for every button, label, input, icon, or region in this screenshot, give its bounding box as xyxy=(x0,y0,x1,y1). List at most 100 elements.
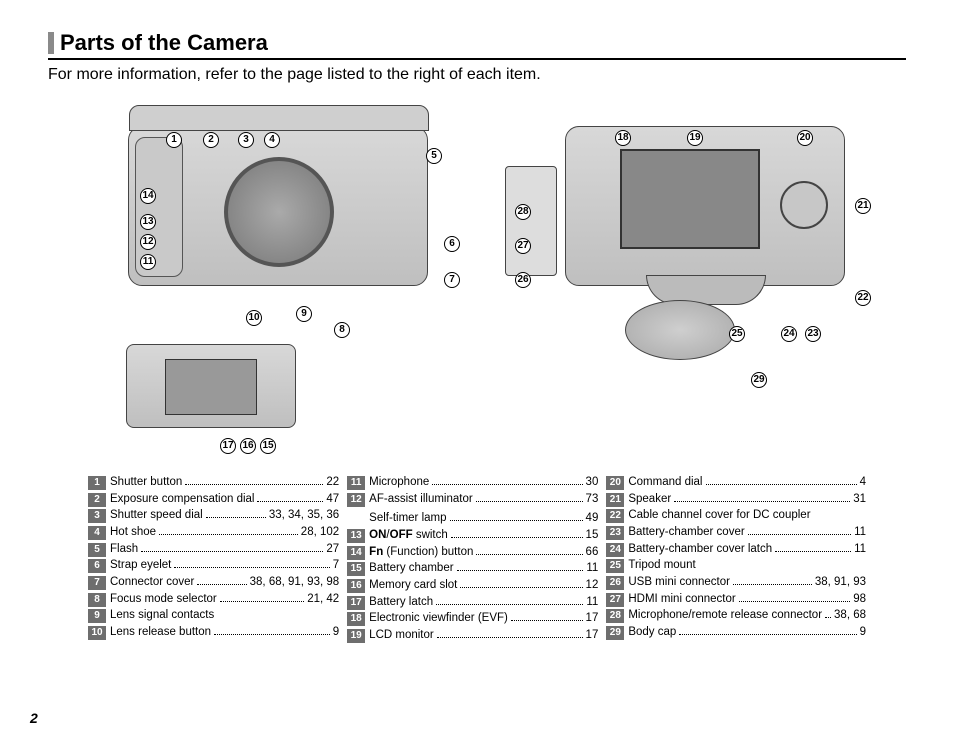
callout-29: 29 xyxy=(751,372,767,388)
callout-27: 27 xyxy=(515,238,531,254)
part-row: 29Body cap9 xyxy=(606,624,866,641)
part-page-ref: 17 xyxy=(586,627,599,644)
callout-21: 21 xyxy=(855,198,871,214)
parts-list: 1Shutter button222Exposure compensation … xyxy=(88,474,866,644)
part-number-badge: 7 xyxy=(88,576,106,590)
callout-16: 16 xyxy=(240,438,256,454)
part-row: 19 LCD monitor 17 xyxy=(347,627,598,644)
part-row: 21Speaker31 xyxy=(606,491,866,508)
part-page-ref: 4 xyxy=(860,474,866,491)
part-row: 17Battery latch11 xyxy=(347,594,598,611)
callout-19: 19 xyxy=(687,130,703,146)
part-number-badge: 20 xyxy=(606,476,624,490)
leader-dots xyxy=(159,534,298,535)
lcd-screen xyxy=(620,149,760,249)
part-label: Hot shoe xyxy=(110,524,156,541)
part-page-ref: 38, 68, 91, 93, 98 xyxy=(250,574,340,591)
part-label: Speaker xyxy=(628,491,671,508)
leader-dots xyxy=(450,520,583,521)
part-label: Command dial xyxy=(628,474,702,491)
callout-18: 18 xyxy=(615,130,631,146)
part-row: 9Lens signal contacts xyxy=(88,607,339,624)
part-number-badge: 3 xyxy=(88,509,106,523)
part-page-ref: 21, 42 xyxy=(307,591,339,608)
port-panel xyxy=(505,166,557,276)
leader-dots xyxy=(197,584,246,585)
part-page-ref: 11 xyxy=(586,560,598,577)
part-page-ref: 22 xyxy=(326,474,339,491)
camera-back-body xyxy=(565,126,845,286)
part-row: 14 Fn (Function) button 66 xyxy=(347,544,598,561)
part-row: 13ON/OFF switch15 xyxy=(347,527,598,544)
leader-dots xyxy=(257,501,323,502)
part-number-badge: 22 xyxy=(606,509,624,523)
part-number-badge: 19 xyxy=(347,629,365,643)
part-row: 18Electronic viewfinder (EVF)17 xyxy=(347,610,598,627)
part-label: Fn (Function) button xyxy=(369,544,473,561)
part-number-badge xyxy=(347,507,365,521)
part-page-ref: 27 xyxy=(326,541,339,558)
part-page-ref: 38, 68 xyxy=(834,607,866,624)
part-label: Microphone/remote release connector xyxy=(628,607,822,624)
part-page-ref: 49 xyxy=(586,510,599,527)
callout-25: 25 xyxy=(729,326,745,342)
part-page-ref: 47 xyxy=(326,491,339,508)
part-row: 15Battery chamber11 xyxy=(347,560,598,577)
part-page-ref: 11 xyxy=(854,541,866,558)
callout-1: 1 xyxy=(166,132,182,148)
camera-lens-mount xyxy=(224,157,334,267)
leader-dots xyxy=(436,604,583,605)
part-label: Body cap xyxy=(628,624,676,641)
leader-dots xyxy=(460,587,582,588)
part-page-ref: 31 xyxy=(853,491,866,508)
part-number-badge: 29 xyxy=(606,626,624,640)
part-page-ref: 9 xyxy=(333,624,339,641)
leader-dots xyxy=(706,484,857,485)
diagram-front-group: 1234567891011121314 151617 xyxy=(88,98,485,456)
part-label: Battery-chamber cover latch xyxy=(628,541,772,558)
part-row: 28Microphone/remote release connector38,… xyxy=(606,607,866,624)
parts-column-1: 1Shutter button222Exposure compensation … xyxy=(88,474,339,644)
camera-back-illustration: 181920212223242526272829 xyxy=(505,126,866,406)
part-label: USB mini connector xyxy=(628,574,730,591)
part-row: 12AF-assist illuminator73 xyxy=(347,491,598,508)
callout-24: 24 xyxy=(781,326,797,342)
part-row: 20 Command dial 4 xyxy=(606,474,866,491)
part-number-badge: 23 xyxy=(606,526,624,540)
camera-evf-illustration: 151617 xyxy=(88,344,485,456)
callout-23: 23 xyxy=(805,326,821,342)
callout-26: 26 xyxy=(515,272,531,288)
part-number-badge: 14 xyxy=(347,546,365,560)
part-row: 1Shutter button22 xyxy=(88,474,339,491)
part-row: 22Cable channel cover for DC coupler xyxy=(606,507,866,524)
body-cap xyxy=(625,300,735,360)
part-label: Strap eyelet xyxy=(110,557,171,574)
leader-dots xyxy=(748,534,851,535)
part-number-badge: 9 xyxy=(88,609,106,623)
part-page-ref: 15 xyxy=(586,527,599,544)
part-page-ref: 73 xyxy=(586,491,599,508)
part-number-badge: 8 xyxy=(88,593,106,607)
camera-front-illustration: 1234567891011121314 xyxy=(88,126,485,336)
part-label: Battery chamber xyxy=(369,560,453,577)
parts-column-2: 11Microphone3012AF-assist illuminator73S… xyxy=(347,474,598,644)
part-page-ref: 66 xyxy=(586,544,599,561)
part-row: Self-timer lamp49 xyxy=(347,507,598,527)
part-label: LCD monitor xyxy=(369,627,434,644)
part-number-badge: 24 xyxy=(606,543,624,557)
page-number: 2 xyxy=(30,710,38,726)
leader-dots xyxy=(451,537,583,538)
leader-dots xyxy=(141,551,323,552)
parts-column-3: 20Command dial421Speaker3122Cable channe… xyxy=(606,474,866,644)
part-row: 25Tripod mount xyxy=(606,557,866,574)
callout-17: 17 xyxy=(220,438,236,454)
part-label: AF-assist illuminator xyxy=(369,491,473,508)
callout-10: 10 xyxy=(246,310,262,326)
part-label: Battery latch xyxy=(369,594,433,611)
part-row: 2Exposure compensation dial47 xyxy=(88,491,339,508)
part-number-badge: 5 xyxy=(88,543,106,557)
leader-dots xyxy=(739,601,851,602)
leader-dots xyxy=(511,620,583,621)
diagram-back-group: 181920212223242526272829 xyxy=(505,98,866,406)
leader-dots xyxy=(775,551,851,552)
